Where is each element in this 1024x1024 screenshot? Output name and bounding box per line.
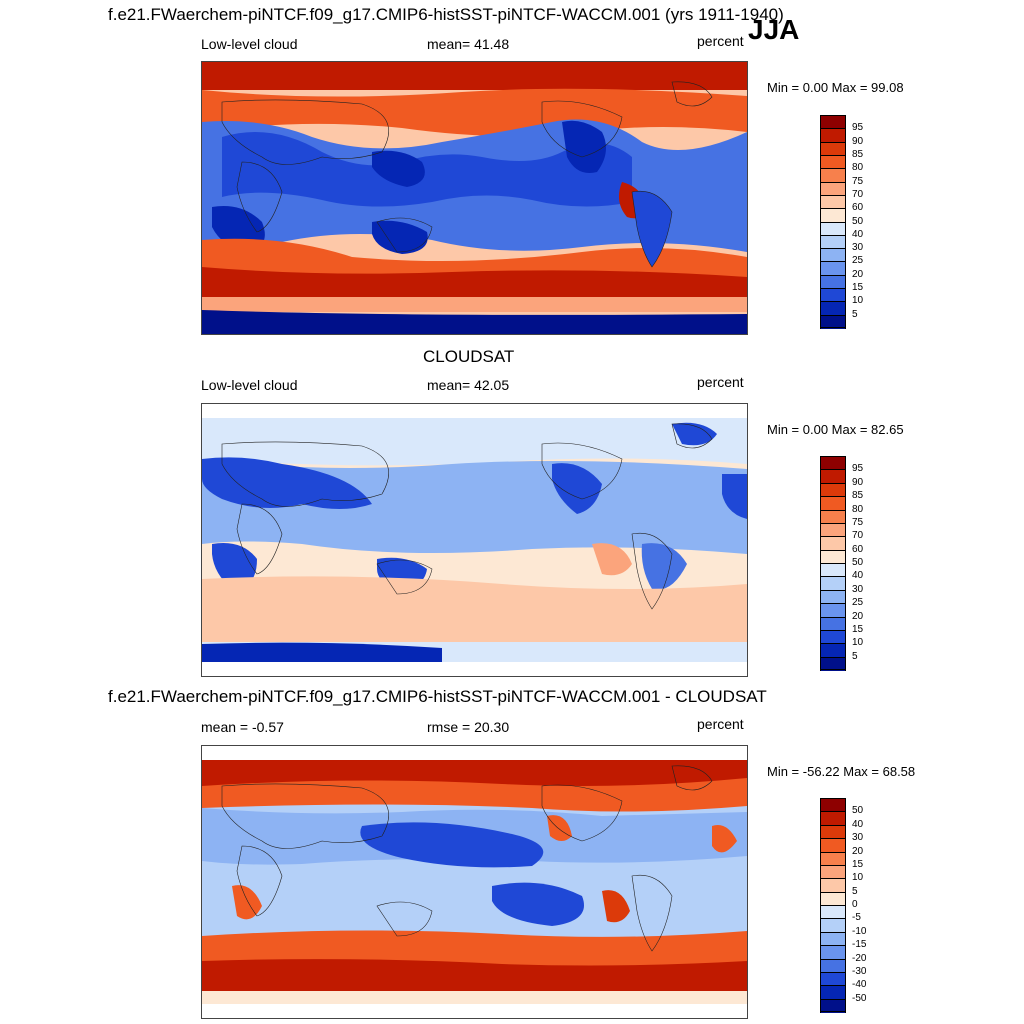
panel1-variable-label: Low-level cloud [201,36,298,52]
panel2-colorbar-tick-label: 60 [852,543,864,555]
panel3-colorbar-tick-label: 15 [852,858,864,870]
panel1-colorbar-tick-label: 90 [852,135,864,147]
panel1-colorbar: 95 90 85 80 75 70 60 50 40 30 25 20 15 10 5 [820,115,863,329]
panel2-colorbar-tick-label: 15 [852,623,864,635]
panel3-colorbar-tick-label: 40 [852,818,864,830]
panel3-map [201,745,748,1019]
panel3-colorbar-tick-label: 20 [852,845,864,857]
panel1-colorbar-tick-label: 75 [852,175,864,187]
panel1-map [201,61,748,335]
panel3-colorbar-tick-label: -5 [852,912,861,924]
panel3-rmse-label: rmse = 20.30 [427,719,510,735]
panel1-colorbar-tick-label: 70 [852,188,864,200]
panel2-map [201,403,748,677]
panel2-colorbar-tick-label: 5 [852,650,858,662]
panel2-units-label: percent [697,374,744,390]
panel2-colorbar-tick-label: 25 [852,597,864,609]
panel1-colorbar-tick-label: 20 [852,268,864,280]
panel2-colorbar-frame [820,456,846,670]
panel2-colorbar-tick-label: 30 [852,583,864,595]
panel1-colorbar-frame [820,115,846,328]
panel3-colorbar: 50 40 30 20 15 10 5 0 -5 -10 -15 -20 -30 -40 -50 [820,798,866,1013]
panel1-colorbar-tick-label: 50 [852,215,864,227]
panel1-colorbar-tick-label: 80 [852,162,864,174]
panel1-colorbar-tick-label: 5 [852,308,858,320]
panel2-colorbar-tick-label: 10 [852,637,864,649]
panel1-minmax-label: Min = 0.00 Max = 99.08 [767,80,904,95]
panel2-colorbar-tick-label: 75 [852,516,864,528]
panel2-variable-label: Low-level cloud [201,377,298,393]
panel1-colorbar-tick-label: 60 [852,202,864,214]
panel2-mean-label: mean= 42.05 [427,377,510,393]
panel2-colorbar-tick-label: 85 [852,490,864,502]
panel2-minmax-label: Min = 0.00 Max = 82.65 [767,422,904,437]
panel2-colorbar-tick-label: 40 [852,570,864,582]
panel1-colorbar-tick-label: 30 [852,242,864,254]
panel2-colorbar: 95 90 85 80 75 70 60 50 40 30 25 20 15 10 5 [820,456,863,671]
panel2-colorbar-tick-label: 20 [852,610,864,622]
panel3-colorbar-tick-label: 5 [852,885,858,897]
panel1-colorbar-tick-label: 40 [852,228,864,240]
panel3-colorbar-tick-label: -10 [852,925,867,937]
panel2-colorbar-tick-label: 50 [852,557,864,568]
panel3-colorbar-tick-label: 10 [852,872,864,884]
panel3-mean-label: mean = -0.57 [201,719,284,735]
panel3-colorbar-tick-label: -20 [852,952,867,964]
panel3-units-label: percent [697,716,744,732]
panel2-colorbar-tick-label: 70 [852,530,864,542]
figure-title: f.e21.FWaerchem-piNTCF.f09_g17.CMIP6-his… [108,5,784,24]
panel2-colorbar-tick-label: 90 [852,476,864,488]
panel1-colorbar-tick-label: 15 [852,282,864,294]
panel2-colorbar-tick-label: 80 [852,503,864,515]
panel2-heading: CLOUDSAT [423,347,515,366]
panel3-heading: f.e21.FWaerchem-piNTCF.f09_g17.CMIP6-his… [108,687,767,706]
panel3-colorbar-tick-label: -40 [852,979,867,991]
season-label: JJA [748,14,800,45]
panel3-colorbar-tick-label: 50 [852,805,864,817]
panel3-colorbar-tick-label: -50 [852,992,867,1004]
panel3-colorbar-tick-label: -15 [852,939,867,951]
panel1-units-label: percent [697,33,744,49]
panel3-colorbar-tick-label: 30 [852,832,864,844]
panel3-colorbar-tick-label: -30 [852,965,867,977]
panel1-colorbar-tick-label: 85 [852,148,864,160]
panel3-colorbar-frame [820,798,846,1012]
panel3-minmax-label: Min = -56.22 Max = 68.58 [767,764,916,779]
panel1-mean-label: mean= 41.48 [427,36,510,52]
panel1-colorbar-tick-label: 10 [852,295,864,307]
panel3-colorbar-tick-label: 0 [852,899,858,910]
panel1-colorbar-tick-label: 95 [852,122,864,134]
panel1-colorbar-tick-label: 25 [852,255,864,267]
panel2-colorbar-tick-label: 95 [852,463,864,475]
